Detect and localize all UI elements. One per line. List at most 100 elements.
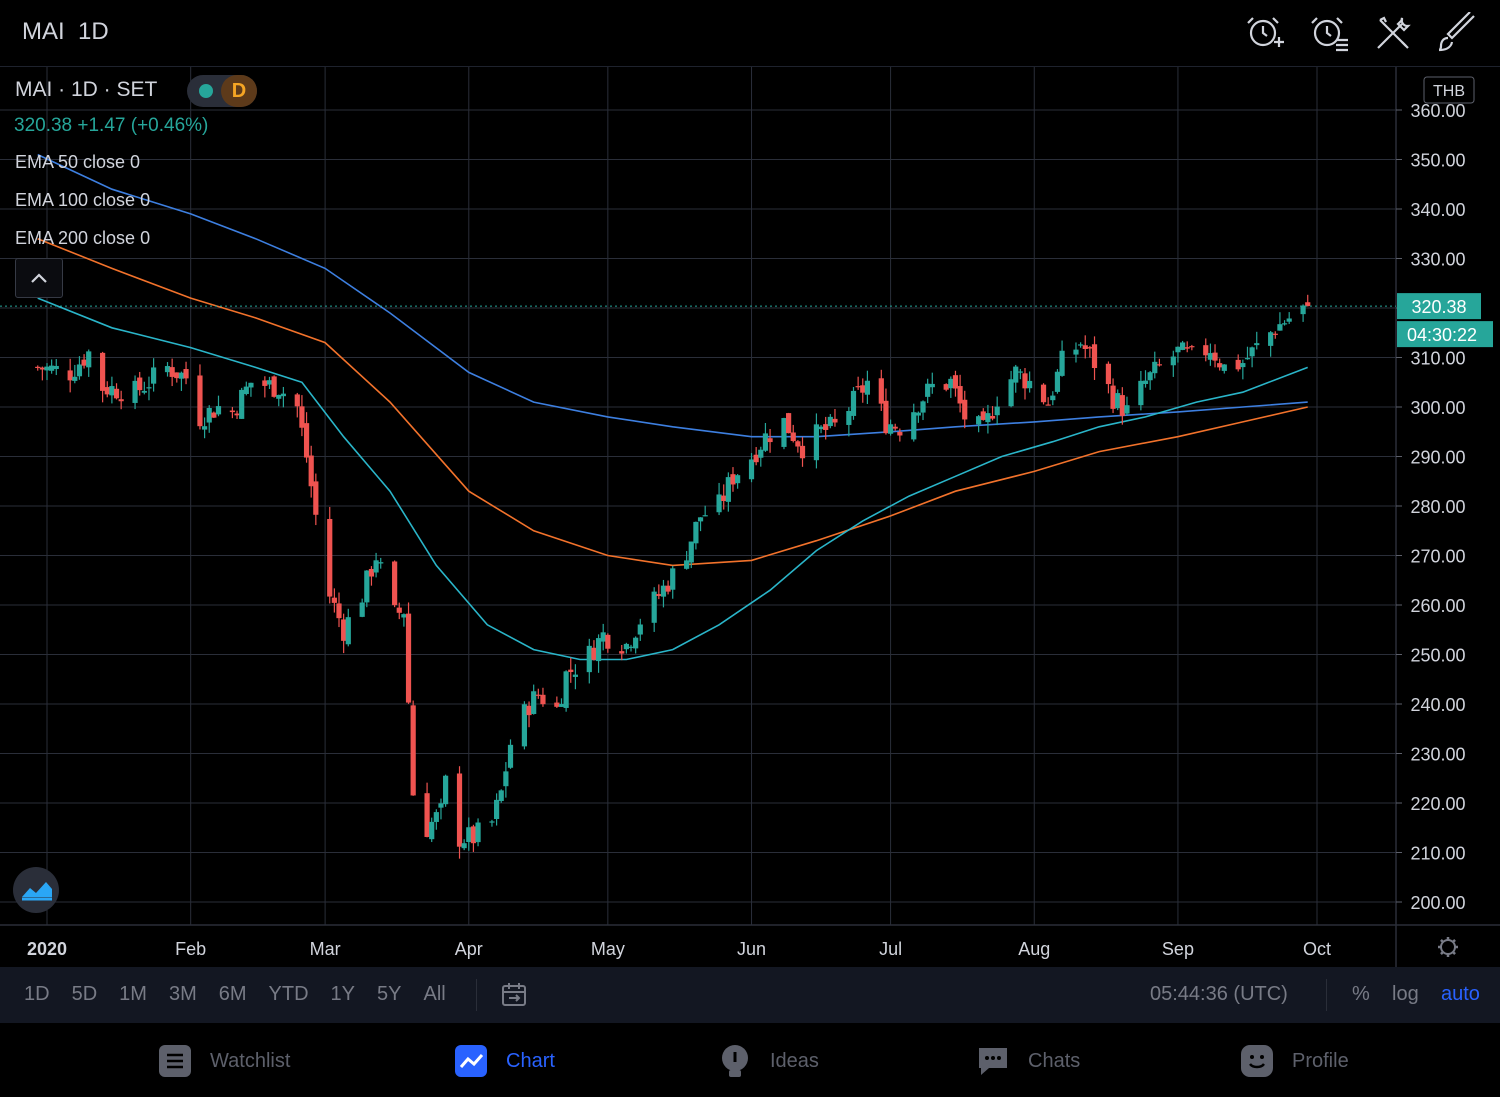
candle [1281, 320, 1288, 326]
drawing-brush-icon[interactable] [1436, 11, 1478, 54]
interval-label: 1D [78, 18, 109, 45]
candle [595, 634, 602, 673]
candle [762, 422, 769, 452]
price-chart[interactable]: 360.00350.00340.00330.00320.00310.00300.… [0, 67, 1500, 967]
candle [952, 370, 959, 397]
candle [665, 580, 671, 595]
range-all-button[interactable]: All [423, 983, 446, 1005]
range-5d-button[interactable]: 5D [71, 983, 98, 1005]
legend-ema-50[interactable]: EMA 50 close 0 [15, 152, 141, 172]
y-tick-label: 230.00 [1410, 745, 1465, 765]
candle [373, 552, 379, 578]
candle [151, 358, 157, 392]
candle [132, 375, 138, 410]
range-1d-button[interactable]: 1D [24, 983, 50, 1005]
nav-chats[interactable]: Chats [976, 1043, 1080, 1079]
bar-countdown-label: 04:30:22 [1397, 321, 1493, 348]
candle [1110, 378, 1116, 414]
range-5y-button[interactable]: 5Y [377, 983, 402, 1005]
candle [507, 739, 514, 769]
candle [1124, 396, 1130, 416]
gear-icon[interactable] [1438, 937, 1458, 957]
candle [976, 414, 982, 433]
ema-50-line [37, 297, 1308, 661]
candle [878, 369, 884, 412]
candle [925, 378, 931, 404]
candle [892, 423, 898, 431]
candle [1054, 369, 1061, 394]
add-alert-icon[interactable] [1244, 12, 1286, 54]
range-bar: 1D 5D 1M 3M 6M YTD 1Y 5Y All 05:44:36 (UTC) % lo… [0, 967, 1500, 1023]
candle [957, 374, 963, 413]
candle [248, 382, 254, 397]
market-status-badge[interactable]: D [187, 75, 257, 107]
percent-scale-toggle[interactable]: % [1352, 983, 1370, 1005]
candle [164, 362, 171, 377]
chart-canvas[interactable]: 360.00350.00340.00330.00320.00310.00300.… [0, 67, 1500, 967]
legend-collapse-button[interactable] [15, 258, 63, 298]
candle [1300, 304, 1306, 322]
range-ytd-button[interactable]: YTD [268, 983, 309, 1005]
candle [401, 613, 407, 627]
currency-label: THB [1423, 76, 1475, 104]
log-scale-toggle[interactable]: log [1392, 983, 1419, 1005]
candle [651, 587, 657, 632]
legend-ema-100[interactable]: EMA 100 close 0 [15, 190, 151, 210]
candle [313, 473, 319, 526]
top-bar: MAI 1D [0, 0, 1500, 67]
candle [493, 793, 500, 826]
nav-ideas[interactable]: Ideas [718, 1043, 819, 1079]
nav-profile[interactable]: Profile [1240, 1043, 1349, 1079]
price-axis: 360.00350.00340.00330.00320.00310.00300.… [1396, 76, 1475, 913]
nav-label: Watchlist [210, 1049, 291, 1072]
nav-label: Profile [1292, 1049, 1349, 1072]
tradingview-logo-icon[interactable] [13, 867, 59, 913]
candle [1207, 343, 1213, 366]
candle [1156, 358, 1163, 367]
candle [619, 644, 625, 661]
candle [1050, 391, 1056, 406]
candle [141, 381, 147, 395]
symbol-name: MAI [22, 18, 65, 45]
candle [535, 688, 541, 699]
candle [211, 411, 217, 418]
range-1m-button[interactable]: 1M [119, 983, 147, 1005]
market-open-dot [199, 84, 213, 98]
y-tick-label: 280.00 [1410, 497, 1465, 517]
y-tick-label: 290.00 [1410, 448, 1465, 468]
nav-chart[interactable]: Chart [454, 1043, 555, 1079]
range-6m-button[interactable]: 6M [218, 983, 247, 1005]
nav-watchlist[interactable]: Watchlist [158, 1043, 290, 1079]
range-3m-button[interactable]: 3M [168, 983, 197, 1005]
auto-scale-toggle[interactable]: auto [1441, 983, 1480, 1005]
candle [183, 361, 189, 385]
tools-icon[interactable] [1372, 12, 1414, 54]
alerts-list-icon[interactable] [1308, 12, 1350, 54]
candle [948, 376, 954, 398]
y-tick-label: 300.00 [1410, 398, 1465, 418]
candle [526, 701, 532, 728]
legend-title[interactable]: MAI · 1D · SET [15, 78, 158, 101]
date-range-icon[interactable] [500, 981, 528, 1014]
candle [1040, 383, 1047, 405]
x-tick-label: Sep [1162, 939, 1194, 959]
candle [1179, 340, 1186, 351]
y-tick-label: 360.00 [1410, 101, 1465, 121]
candle [410, 700, 416, 796]
candle [86, 349, 92, 377]
legend-ema-200[interactable]: EMA 200 close 0 [15, 228, 151, 248]
candle [929, 372, 935, 394]
x-tick-label: Apr [455, 939, 483, 959]
y-tick-label: 350.00 [1410, 151, 1465, 171]
candle [72, 364, 78, 384]
candle [586, 638, 592, 684]
candle [572, 664, 578, 690]
candle [1013, 364, 1019, 393]
range-1y-button[interactable]: 1Y [330, 983, 356, 1005]
utc-clock[interactable]: 05:44:36 (UTC) [1150, 983, 1288, 1005]
candle [1027, 371, 1033, 393]
candle [758, 446, 764, 467]
candle [299, 395, 305, 437]
symbol-selector[interactable]: MAI 1D [22, 18, 109, 46]
candle [100, 351, 106, 403]
